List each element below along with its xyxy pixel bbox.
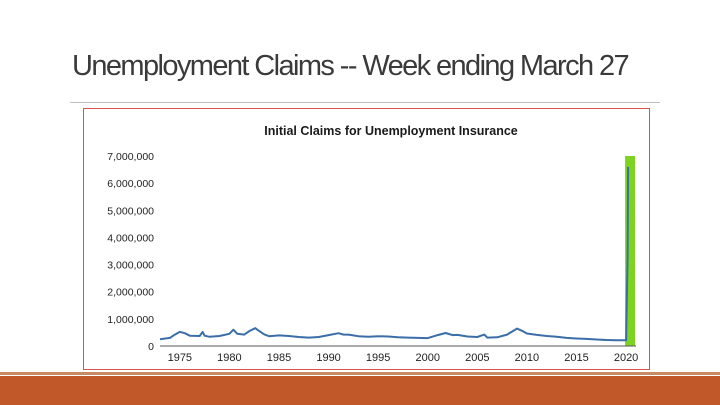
y-tick-label: 7,000,000 <box>107 151 154 163</box>
highlight-band <box>625 156 636 346</box>
x-tick-label: 2015 <box>564 352 588 364</box>
x-tick-label: 2000 <box>416 352 440 364</box>
footer-accent-line <box>0 372 720 375</box>
title-divider <box>70 102 660 103</box>
series-line-0 <box>159 166 630 342</box>
x-tick-label: 1980 <box>217 352 241 364</box>
claims-line-chart: Initial Claims for Unemployment Insuranc… <box>107 124 638 364</box>
x-tick-label: 1975 <box>168 352 192 364</box>
x-tick-label: 2005 <box>465 352 489 364</box>
chart-frame: Initial Claims for Unemployment Insuranc… <box>83 108 650 370</box>
y-tick-label: 1,000,000 <box>107 314 154 326</box>
chart-title: Initial Claims for Unemployment Insuranc… <box>264 124 518 138</box>
y-tick-label: 4,000,000 <box>107 232 154 244</box>
x-tick-label: 1990 <box>316 352 340 364</box>
series-layer <box>159 166 630 342</box>
y-tick-label: 6,000,000 <box>107 178 154 190</box>
slide-title: Unemployment Claims -- Week ending March… <box>72 50 630 82</box>
y-tick-label: 5,000,000 <box>107 205 154 217</box>
footer-bar <box>0 376 720 405</box>
highlight-layer <box>625 156 636 346</box>
x-tick-label: 2020 <box>614 352 638 364</box>
y-tick-label: 0 <box>148 341 154 353</box>
y-tick-label: 2,000,000 <box>107 287 154 299</box>
y-tick-label: 3,000,000 <box>107 260 154 272</box>
x-tick-label: 1995 <box>366 352 390 364</box>
x-tick-label: 1985 <box>267 352 291 364</box>
axis-layer: 0 1,000,000 2,000,000 3,000,000 4,000,000 5,0… <box>107 151 638 364</box>
x-tick-label: 2010 <box>515 352 539 364</box>
